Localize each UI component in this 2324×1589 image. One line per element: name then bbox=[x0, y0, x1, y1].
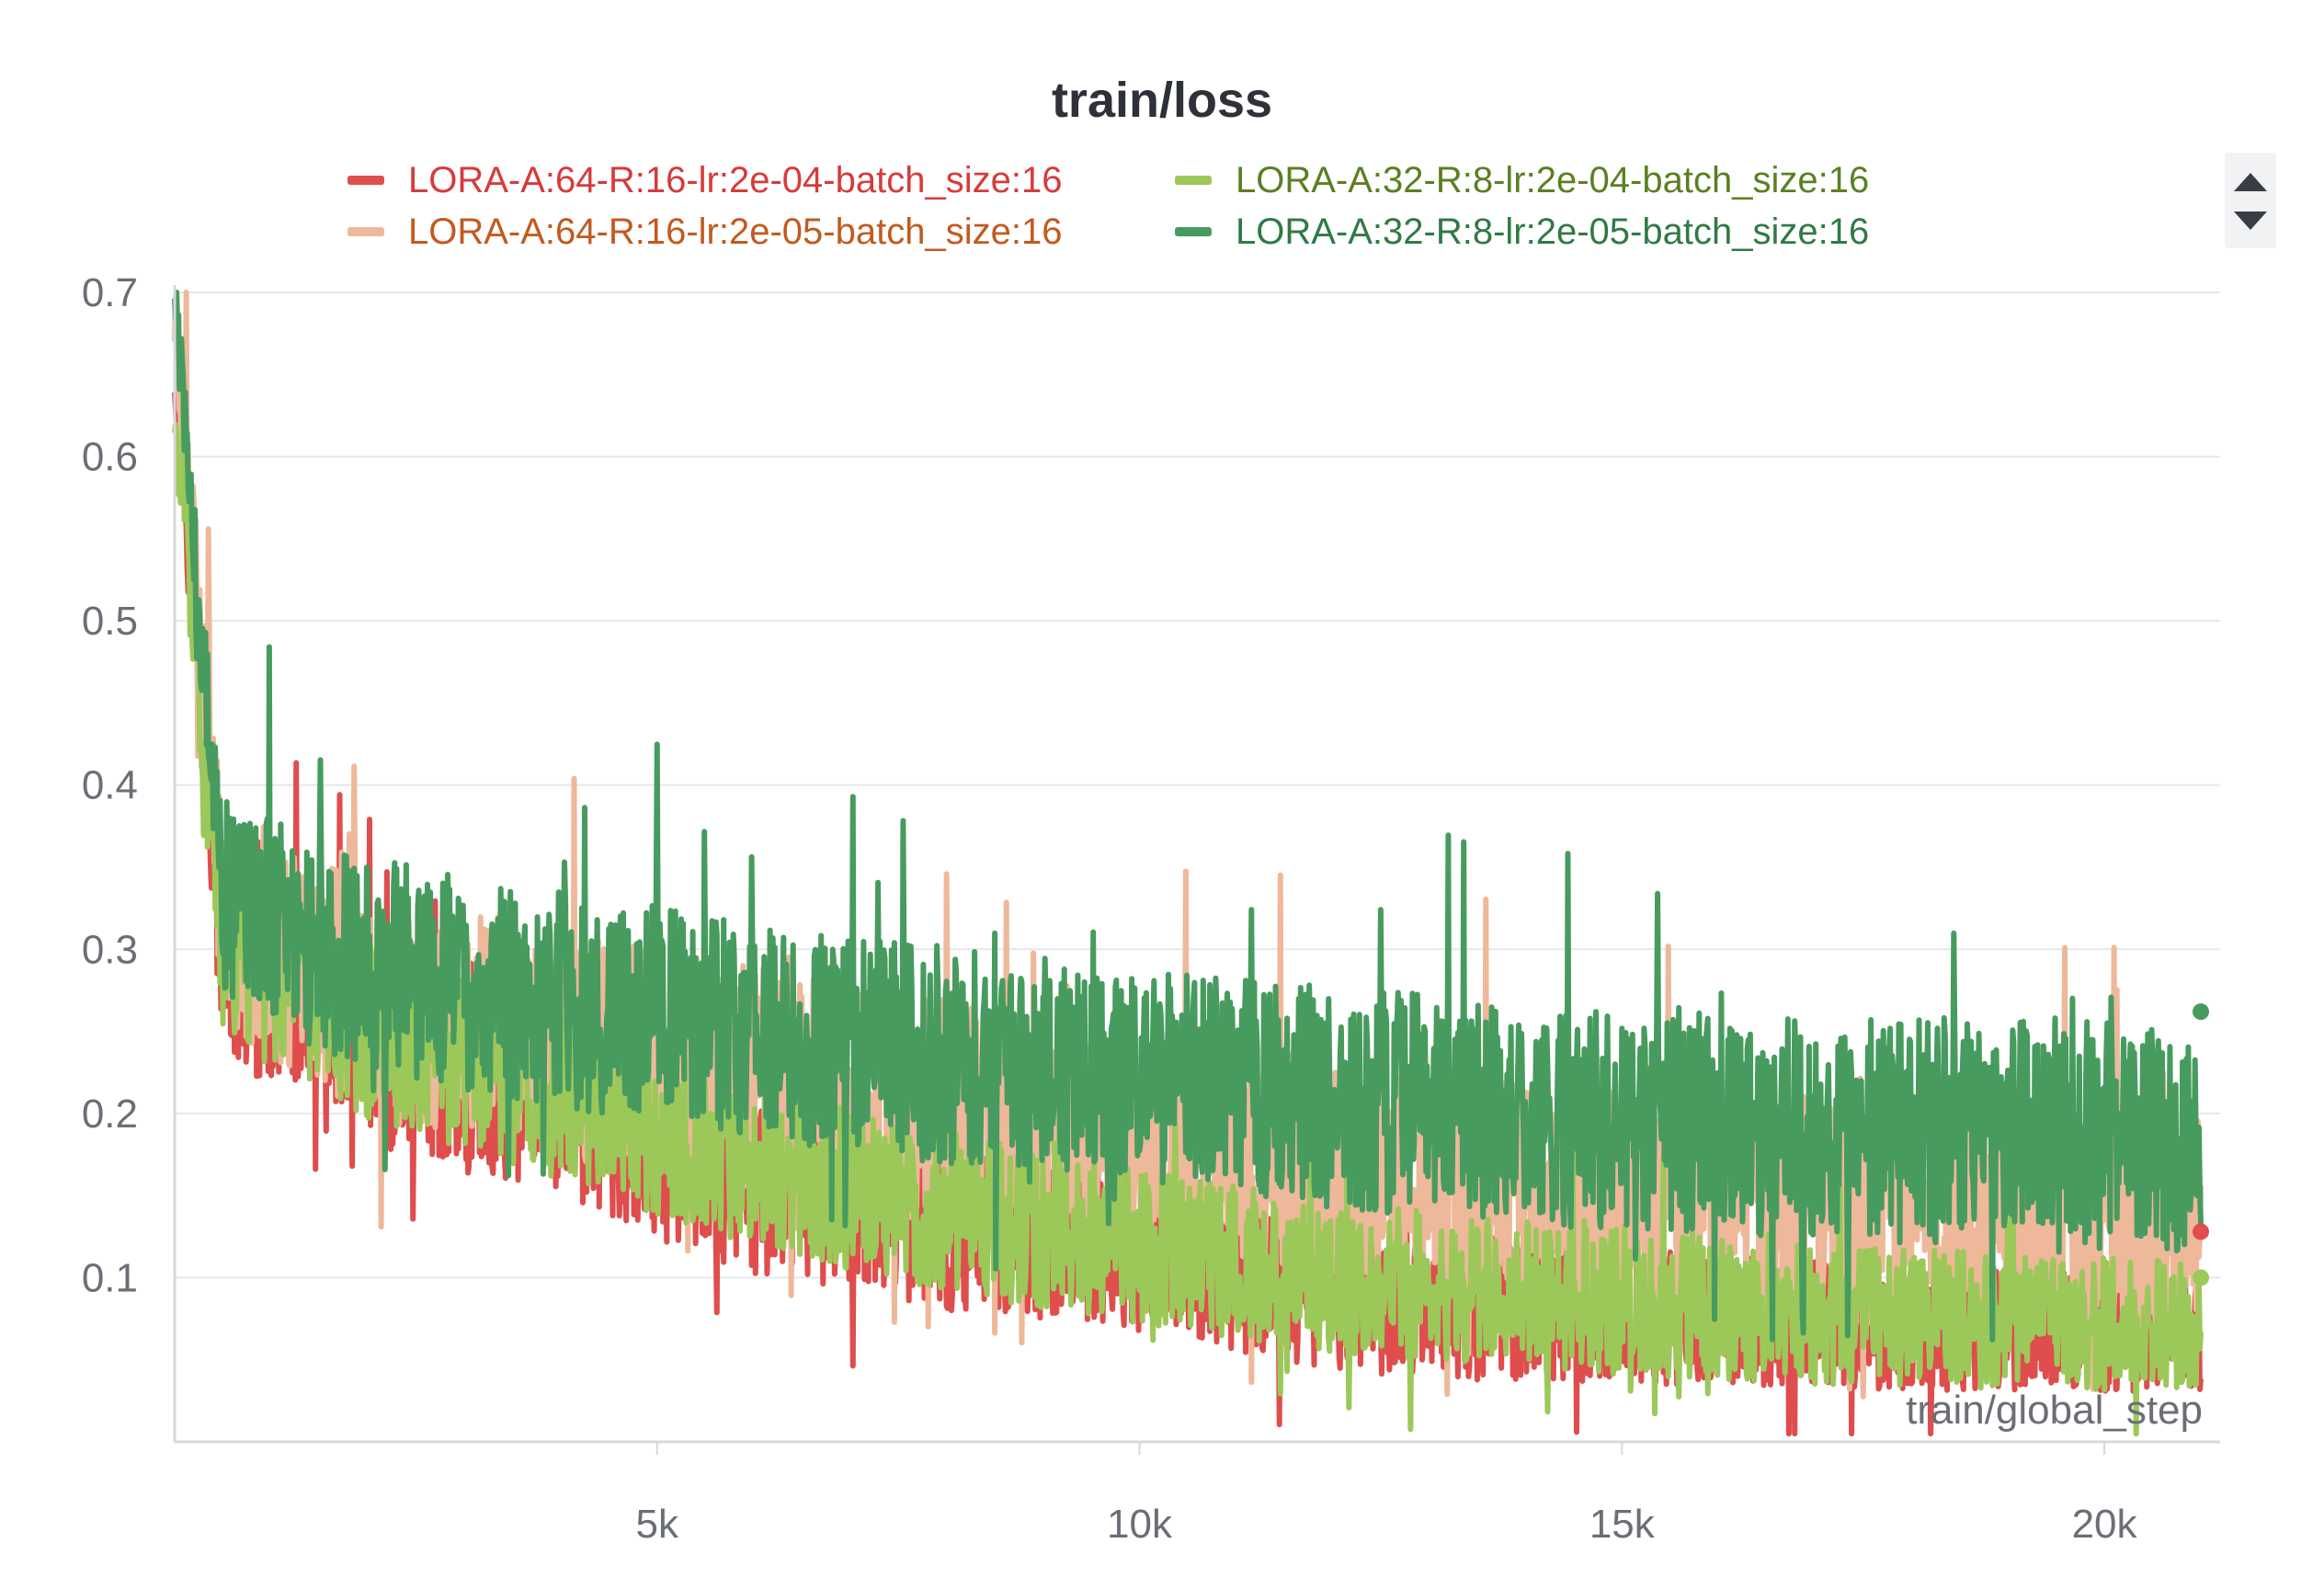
y-tick-label-2: 0.3 bbox=[82, 927, 138, 972]
legend-label-2: LORA-A:64-R:16-lr:2e-05-batch_size:16 bbox=[408, 211, 1063, 252]
y-tick-label-1: 0.2 bbox=[82, 1092, 138, 1137]
legend-label-3: LORA-A:32-R:8-lr:2e-04-batch_size:16 bbox=[1236, 159, 1870, 200]
x-axis-title: train/global_step bbox=[1906, 1388, 2203, 1433]
legend-scroll-control bbox=[2225, 153, 2276, 248]
x-tick-label-3: 20k bbox=[2072, 1502, 2138, 1547]
x-tick-label-2: 15k bbox=[1589, 1502, 1656, 1547]
tick-labels: 0.1 0.2 0.3 0.4 0.5 0.6 0.7 5k 10k 15k 20k bbox=[82, 270, 2138, 1547]
legend-scroll-up-icon[interactable] bbox=[2234, 173, 2267, 191]
legend-item-series-1[interactable]: LORA-A:64-R:16-lr:2e-04-batch_size:16 bbox=[347, 154, 1062, 206]
series-layer bbox=[172, 290, 2204, 1437]
series-line-4 bbox=[172, 290, 2204, 1343]
legend-item-series-3[interactable]: LORA-A:32-R:8-lr:2e-04-batch_size:16 bbox=[1175, 154, 1869, 206]
y-tick-label-3: 0.4 bbox=[82, 763, 138, 808]
y-tick-label-4: 0.5 bbox=[82, 599, 138, 644]
legend-label-1: LORA-A:64-R:16-lr:2e-04-batch_size:16 bbox=[408, 159, 1063, 200]
chart-title: train/loss bbox=[1051, 73, 1273, 128]
y-tick-label-6: 0.7 bbox=[82, 270, 138, 315]
x-tick-label-1: 10k bbox=[1107, 1502, 1173, 1547]
y-tick-label-0: 0.1 bbox=[82, 1255, 138, 1300]
legend-item-series-2[interactable]: LORA-A:64-R:16-lr:2e-05-batch_size:16 bbox=[347, 206, 1062, 257]
axes bbox=[173, 285, 2220, 1444]
legend-label-4: LORA-A:32-R:8-lr:2e-05-batch_size:16 bbox=[1236, 211, 1870, 252]
legend-scroll-down-icon[interactable] bbox=[2234, 211, 2267, 230]
series-endpoints bbox=[2193, 1003, 2210, 1286]
legend-item-series-4[interactable]: LORA-A:32-R:8-lr:2e-05-batch_size:16 bbox=[1175, 206, 1869, 257]
legend-swatch-1 bbox=[347, 176, 384, 185]
series-endpoint-3 bbox=[2193, 1269, 2210, 1286]
series-endpoint-4 bbox=[2193, 1003, 2210, 1021]
legend-swatch-2 bbox=[347, 227, 384, 236]
y-tick-label-5: 0.6 bbox=[82, 435, 138, 480]
x-tick-label-0: 5k bbox=[636, 1502, 679, 1547]
legend-swatch-3 bbox=[1175, 176, 1212, 185]
legend: LORA-A:64-R:16-lr:2e-04-batch_size:16 LO… bbox=[347, 154, 2002, 265]
series-endpoint-1 bbox=[2193, 1223, 2210, 1240]
legend-swatch-4 bbox=[1175, 227, 1212, 236]
